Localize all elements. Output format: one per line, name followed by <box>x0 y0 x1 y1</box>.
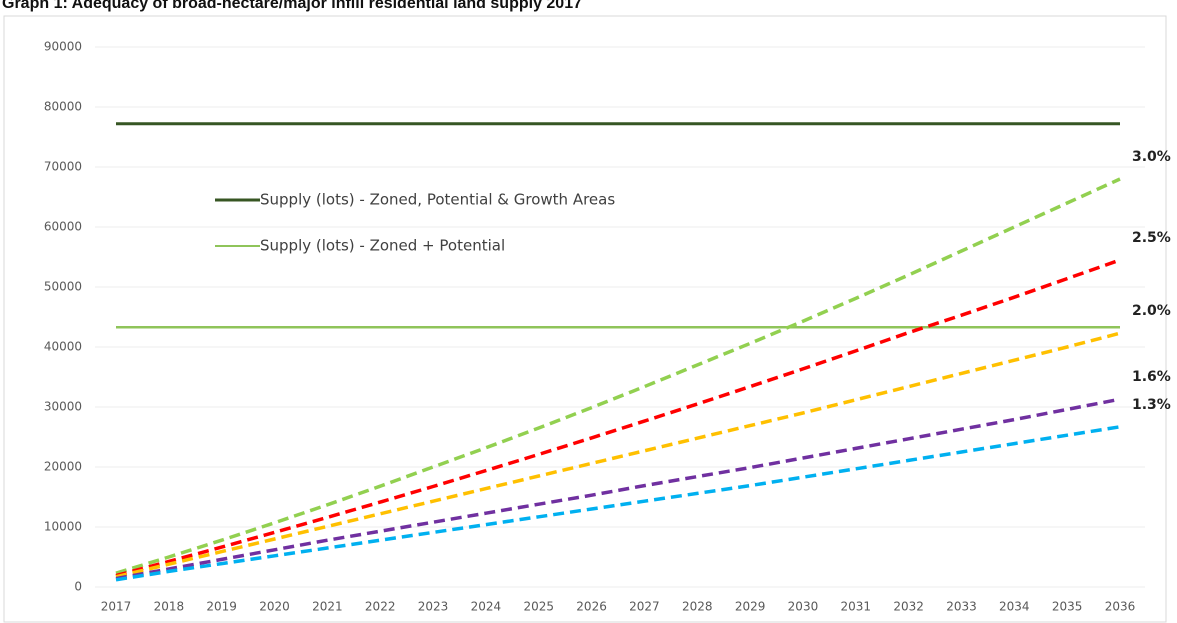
x-tick-label: 2036 <box>1105 600 1136 614</box>
x-tick-label: 2020 <box>259 600 290 614</box>
legend-label: Supply (lots) - Zoned, Potential & Growt… <box>260 191 615 209</box>
end-label: 3.0% <box>1132 149 1171 165</box>
x-tick-label: 2027 <box>629 600 660 614</box>
x-tick-label: 2033 <box>946 600 977 614</box>
x-tick-label: 2029 <box>735 600 766 614</box>
x-tick-label: 2019 <box>206 600 237 614</box>
y-tick-label: 60000 <box>44 220 82 234</box>
y-tick-label: 20000 <box>44 460 82 474</box>
x-tick-label: 2032 <box>893 600 924 614</box>
chart-frame <box>3 15 1167 623</box>
legend-label: Supply (lots) - Zoned + Potential <box>260 237 505 255</box>
y-tick-label: 0 <box>74 580 82 594</box>
x-tick-label: 2023 <box>418 600 449 614</box>
x-tick-label: 2025 <box>523 600 554 614</box>
x-tick-label: 2024 <box>471 600 502 614</box>
x-tick-label: 2035 <box>1052 600 1083 614</box>
y-tick-label: 40000 <box>44 340 82 354</box>
x-tick-label: 2034 <box>999 600 1030 614</box>
y-tick-label: 50000 <box>44 280 82 294</box>
series-line <box>115 331 1121 579</box>
x-tick-label: 2028 <box>682 600 713 614</box>
series-line <box>115 397 1121 581</box>
end-label: 2.0% <box>1132 303 1171 319</box>
x-tick-label: 2030 <box>788 600 819 614</box>
chart-title: Graph 1: Adequacy of broad-hectare/major… <box>2 0 582 12</box>
x-tick-label: 2021 <box>312 600 343 614</box>
x-tick-label: 2026 <box>576 600 607 614</box>
end-label: 1.6% <box>1132 369 1171 385</box>
y-tick-label: 10000 <box>44 520 82 534</box>
x-tick-label: 2031 <box>841 600 872 614</box>
series-line <box>115 258 1121 578</box>
end-label: 1.3% <box>1132 397 1171 413</box>
y-tick-label: 90000 <box>44 40 82 54</box>
series-line <box>115 425 1121 582</box>
y-tick-label: 80000 <box>44 100 82 114</box>
end-label: 2.5% <box>1132 230 1171 246</box>
x-tick-label: 2022 <box>365 600 396 614</box>
y-tick-label: 30000 <box>44 400 82 414</box>
series-line <box>115 177 1121 575</box>
x-tick-label: 2017 <box>101 600 132 614</box>
x-tick-label: 2018 <box>154 600 185 614</box>
y-tick-label: 70000 <box>44 160 82 174</box>
